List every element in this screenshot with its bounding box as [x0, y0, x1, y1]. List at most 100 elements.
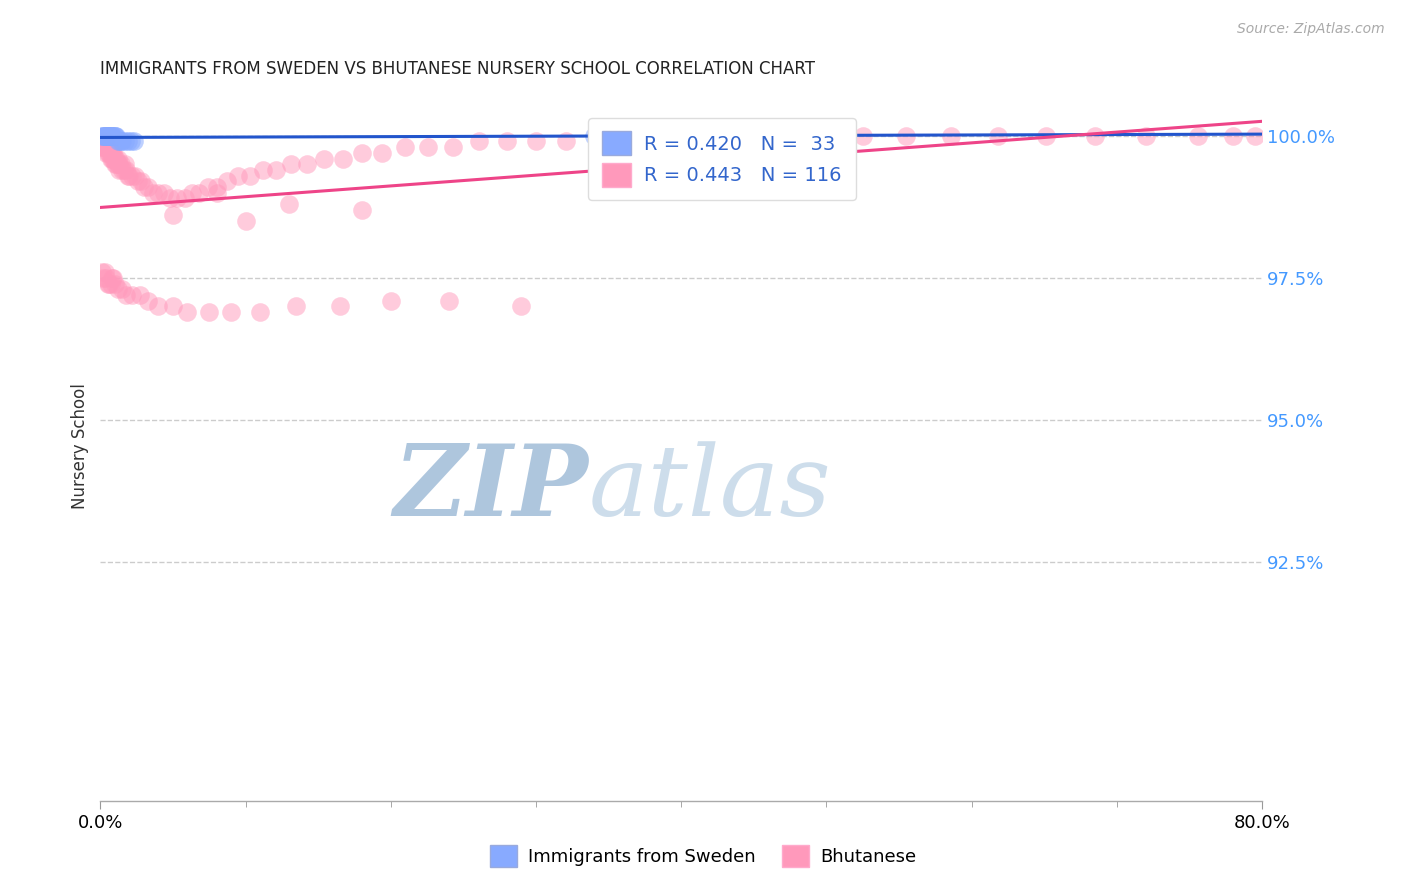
- Point: [100, 128, 122, 143]
- Point: [730, 128, 752, 143]
- Point: [121, 169, 143, 183]
- Point: [105, 152, 128, 166]
- Point: [128, 288, 150, 302]
- Y-axis label: Nursery School: Nursery School: [72, 383, 89, 508]
- Point: [97, 128, 120, 143]
- Point: [105, 157, 128, 171]
- Point: [98, 140, 121, 154]
- Point: [108, 157, 131, 171]
- Point: [173, 191, 195, 205]
- Point: [1035, 128, 1057, 143]
- Point: [198, 305, 221, 319]
- Point: [107, 152, 129, 166]
- Legend: Immigrants from Sweden, Bhutanese: Immigrants from Sweden, Bhutanese: [482, 838, 924, 874]
- Point: [91, 140, 114, 154]
- Point: [91, 271, 114, 285]
- Point: [101, 271, 124, 285]
- Point: [112, 162, 135, 177]
- Point: [188, 186, 211, 200]
- Point: [129, 174, 152, 188]
- Point: [153, 186, 176, 200]
- Point: [142, 186, 165, 200]
- Point: [510, 299, 533, 313]
- Point: [264, 162, 287, 177]
- Point: [394, 140, 416, 154]
- Point: [117, 169, 139, 183]
- Point: [496, 135, 519, 149]
- Point: [1135, 128, 1157, 143]
- Point: [100, 128, 122, 143]
- Point: [350, 145, 373, 160]
- Point: [124, 169, 146, 183]
- Point: [115, 162, 138, 177]
- Point: [205, 186, 228, 200]
- Point: [380, 293, 402, 308]
- Point: [468, 135, 491, 149]
- Point: [197, 180, 219, 194]
- Point: [371, 145, 394, 160]
- Point: [1084, 128, 1107, 143]
- Point: [235, 214, 257, 228]
- Point: [93, 140, 115, 154]
- Point: [96, 128, 118, 143]
- Point: [103, 271, 125, 285]
- Point: [105, 128, 128, 143]
- Point: [1187, 128, 1209, 143]
- Point: [162, 208, 184, 222]
- Point: [620, 128, 643, 143]
- Point: [148, 186, 170, 200]
- Text: ZIP: ZIP: [394, 440, 588, 537]
- Point: [101, 128, 124, 143]
- Point: [239, 169, 262, 183]
- Point: [588, 128, 610, 143]
- Point: [1222, 128, 1244, 143]
- Point: [101, 145, 124, 160]
- Point: [91, 128, 114, 143]
- Point: [896, 128, 918, 143]
- Point: [350, 202, 373, 217]
- Point: [103, 145, 125, 160]
- Point: [118, 169, 141, 183]
- Point: [418, 140, 440, 154]
- Point: [117, 135, 139, 149]
- Point: [93, 128, 115, 143]
- Point: [90, 128, 112, 143]
- Point: [100, 277, 122, 291]
- Point: [122, 135, 145, 149]
- Point: [104, 128, 127, 143]
- Point: [104, 157, 127, 171]
- Point: [598, 128, 620, 143]
- Point: [108, 162, 131, 177]
- Point: [98, 277, 121, 291]
- Point: [612, 128, 634, 143]
- Text: IMMIGRANTS FROM SWEDEN VS BHUTANESE NURSERY SCHOOL CORRELATION CHART: IMMIGRANTS FROM SWEDEN VS BHUTANESE NURS…: [100, 60, 815, 78]
- Point: [107, 135, 129, 149]
- Point: [110, 135, 132, 149]
- Point: [655, 128, 678, 143]
- Point: [555, 135, 578, 149]
- Point: [285, 299, 308, 313]
- Point: [136, 293, 159, 308]
- Point: [437, 293, 460, 308]
- Point: [96, 140, 118, 154]
- Point: [97, 128, 120, 143]
- Point: [136, 180, 159, 194]
- Point: [166, 191, 188, 205]
- Point: [107, 157, 129, 171]
- Point: [104, 277, 127, 291]
- Point: [111, 162, 134, 177]
- Point: [97, 277, 120, 291]
- Point: [641, 128, 664, 143]
- Point: [159, 191, 181, 205]
- Point: [101, 152, 124, 166]
- Point: [96, 128, 118, 143]
- Point: [1243, 128, 1265, 143]
- Point: [987, 128, 1010, 143]
- Point: [810, 128, 832, 143]
- Point: [93, 135, 115, 149]
- Point: [98, 128, 121, 143]
- Point: [148, 299, 170, 313]
- Point: [312, 152, 335, 166]
- Point: [104, 152, 127, 166]
- Point: [692, 128, 714, 143]
